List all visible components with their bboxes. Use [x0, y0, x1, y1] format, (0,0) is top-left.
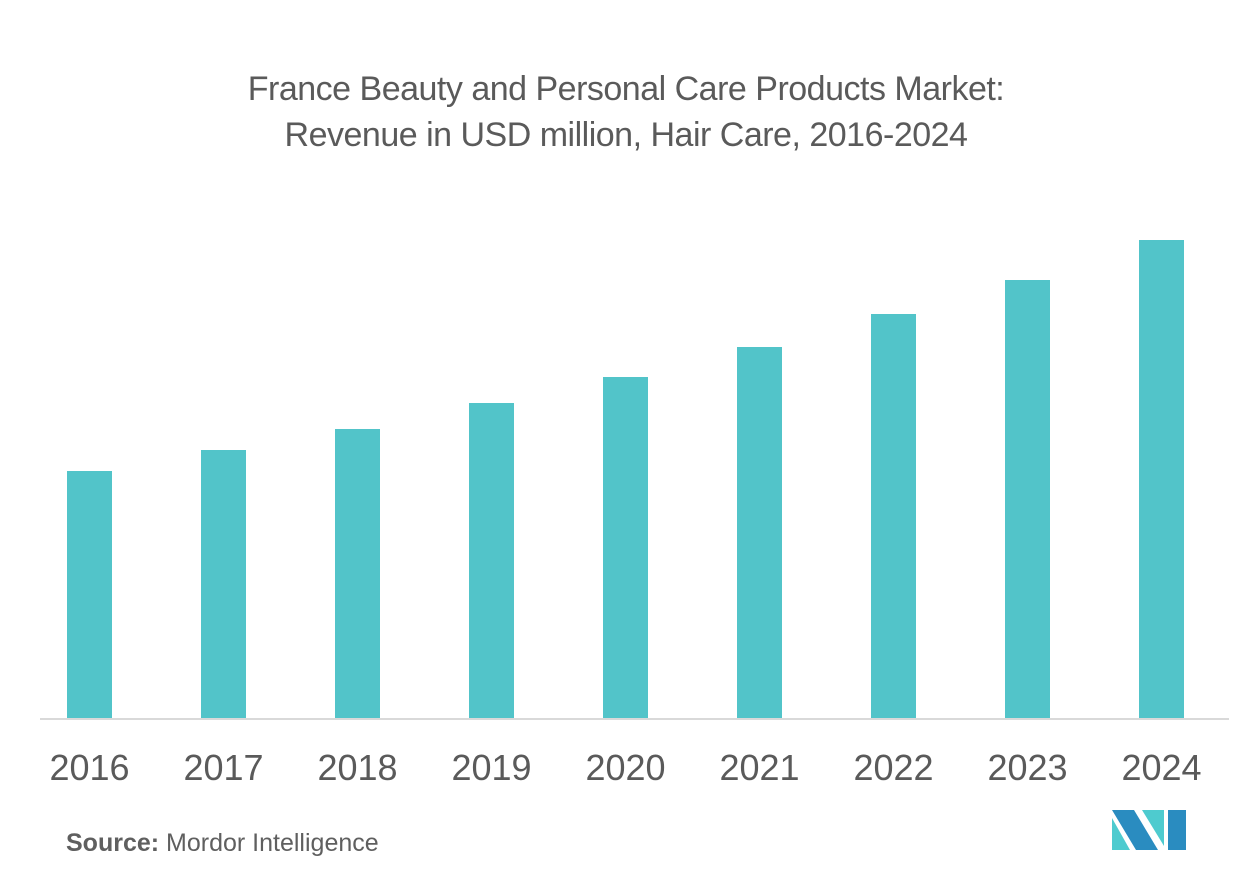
bar-2017: [201, 450, 246, 718]
mordor-intelligence-logo: [1112, 810, 1186, 850]
logo-shape-dark: [1112, 810, 1158, 850]
chart-subtitle: Revenue in USD million, Hair Care, 2016-…: [284, 116, 968, 154]
bars-group: [67, 240, 1184, 718]
x-tick-label-2022: 2022: [853, 747, 933, 788]
chart-title-block: France Beauty and Personal Care Products…: [0, 66, 1252, 158]
x-tick-label-2016: 2016: [49, 747, 129, 788]
bar-2023: [1005, 280, 1050, 718]
x-tick-labels: 2016 2017 2018 2019 2020 2021 2022 2023 2024: [49, 747, 1201, 788]
bar-2021: [737, 347, 782, 718]
bar-2020: [603, 377, 648, 718]
chart-title: France Beauty and Personal Care Products…: [247, 70, 1005, 108]
source-text: Mordor Intelligence: [166, 829, 379, 857]
bar-2016: [67, 471, 112, 718]
source-label: Source:: [66, 829, 160, 857]
logo-shape-light: [1112, 818, 1130, 850]
bar-2018: [335, 429, 380, 718]
source-note: Source: Mordor Intelligence: [66, 829, 379, 858]
x-tick-label-2021: 2021: [719, 747, 799, 788]
x-tick-label-2017: 2017: [183, 747, 263, 788]
x-tick-label-2018: 2018: [317, 747, 397, 788]
logo-shape-dark-2: [1168, 810, 1186, 850]
x-tick-label-2019: 2019: [451, 747, 531, 788]
bar-2022: [871, 314, 916, 718]
x-tick-label-2023: 2023: [987, 747, 1067, 788]
x-tick-label-2020: 2020: [585, 747, 665, 788]
x-tick-label-2024: 2024: [1121, 747, 1201, 788]
logo-shape-light-2: [1142, 810, 1164, 846]
bar-2019: [469, 403, 514, 718]
bar-2024: [1139, 240, 1184, 718]
